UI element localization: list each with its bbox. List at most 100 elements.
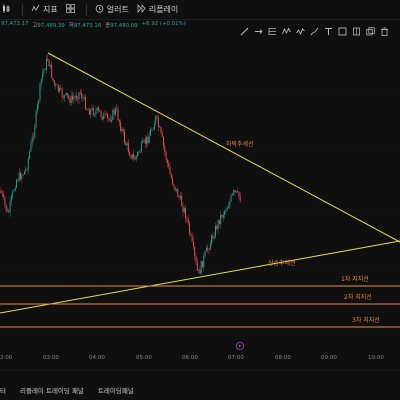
- toolbar-divider: [85, 3, 87, 16]
- candle-body: [212, 235, 214, 239]
- indicators-button[interactable]: 지표: [31, 4, 58, 16]
- candle-body: [172, 178, 174, 185]
- downtrend-line[interactable]: [47, 52, 400, 243]
- candle-type-button[interactable]: [2, 3, 14, 16]
- candle-body: [138, 152, 140, 153]
- candle-body: [200, 261, 202, 274]
- candle-body: [16, 179, 18, 188]
- candle-body: [65, 92, 67, 95]
- alert-button[interactable]: 얼러트: [95, 4, 129, 16]
- candle-body: [92, 108, 94, 116]
- ray-icon[interactable]: [253, 26, 264, 37]
- candle-body: [215, 226, 216, 238]
- frame-icon[interactable]: [337, 26, 348, 37]
- candle-body: [1, 193, 3, 195]
- candle-body: [179, 196, 181, 198]
- candle-body: [195, 255, 197, 263]
- candle-body: [190, 233, 192, 235]
- copy-icon[interactable]: [365, 26, 376, 37]
- candle-body: [30, 142, 32, 152]
- candle-body: [33, 136, 34, 138]
- note-icon[interactable]: [351, 26, 362, 37]
- candle-body: [87, 109, 89, 111]
- ohlc-close-key: 종: [105, 23, 111, 29]
- pattern-icon[interactable]: [281, 26, 292, 37]
- candle-body: [62, 97, 64, 99]
- candle-body: [135, 155, 137, 160]
- candle-body: [88, 110, 90, 115]
- support1-label[interactable]: 1차 지지선: [341, 275, 369, 283]
- downtrend-label[interactable]: 하락추세선: [226, 140, 254, 148]
- tab-partial[interactable]: 터: [0, 387, 6, 395]
- tab-trading-panel[interactable]: 트레이딩패널: [97, 387, 134, 395]
- candle-body: [125, 142, 127, 146]
- candle-body: [25, 169, 27, 172]
- candle-body: [107, 113, 109, 119]
- delete-icon[interactable]: [379, 26, 390, 37]
- candle-body: [151, 129, 153, 131]
- candle-body: [8, 210, 10, 213]
- layout-button[interactable]: [65, 3, 78, 16]
- ohlc-partial-value: 97,473.17: [1, 21, 29, 27]
- candle-body: [100, 111, 102, 117]
- candle-body: [113, 109, 115, 115]
- candle-body: [169, 166, 171, 175]
- candle-body: [0, 190, 2, 194]
- candle-body: [20, 172, 21, 180]
- candle-body: [173, 184, 175, 188]
- candle-body: [220, 215, 222, 224]
- brush-icon[interactable]: [309, 26, 320, 37]
- candle-body: [38, 100, 40, 104]
- replay-label: 리플레이: [148, 5, 179, 14]
- candle-body: [202, 261, 203, 268]
- candle-body: [77, 98, 79, 100]
- candle-body: [194, 247, 196, 256]
- candle-body: [14, 187, 16, 191]
- candle-body: [57, 84, 59, 92]
- indicators-label: 지표: [43, 5, 58, 14]
- time-tick: 10:00: [368, 355, 384, 361]
- candle-body: [109, 118, 111, 122]
- drawing-toolbar: [239, 26, 390, 37]
- replay-marker[interactable]: [235, 341, 244, 350]
- candle-body: [157, 117, 159, 127]
- candle-body: [117, 109, 119, 120]
- candle-body: [49, 64, 51, 67]
- candle-body: [159, 126, 161, 128]
- candle-body: [101, 116, 103, 120]
- uptrend-line[interactable]: [0, 240, 400, 314]
- text-icon[interactable]: [323, 26, 334, 37]
- candle-body: [150, 129, 151, 136]
- fib-icon[interactable]: [267, 26, 278, 37]
- support2-label[interactable]: 2차 지지선: [344, 293, 372, 301]
- candle-body: [133, 154, 135, 158]
- price-chart[interactable]: 하락추세선 상승추세선 1차 지지선 2차 지지선 3차 지지선 2:00 03…: [0, 32, 400, 372]
- candle-body: [86, 109, 88, 110]
- candle-body: [79, 92, 81, 94]
- candle-body: [27, 158, 29, 170]
- candle-body: [152, 129, 154, 131]
- path-icon[interactable]: [295, 26, 306, 37]
- candle-body: [35, 110, 37, 127]
- candle-body: [217, 220, 219, 229]
- replay-button[interactable]: 리플레이: [137, 3, 179, 16]
- tab-replay-trading-panel[interactable]: 리플레이 트레이딩 패널: [19, 387, 84, 395]
- replay-icon: [137, 3, 146, 16]
- candle-body: [207, 247, 209, 250]
- time-axis[interactable]: 2:00 03:00 04:00 05:00 06:00 07:00 08:00…: [0, 355, 384, 361]
- uptrend-label[interactable]: 상승추세선: [268, 259, 296, 267]
- candle-body: [56, 84, 58, 85]
- candle-body: [229, 201, 231, 207]
- candle-body: [155, 116, 157, 124]
- candle-body: [12, 191, 14, 197]
- candle-body: [64, 94, 66, 98]
- candlestick-series: [0, 54, 241, 275]
- candle-body: [36, 103, 38, 111]
- candle-body: [216, 226, 218, 229]
- support3-label[interactable]: 3차 지지선: [352, 316, 380, 324]
- candle-body: [114, 108, 116, 115]
- line-icon[interactable]: [239, 26, 250, 37]
- candle-body: [237, 191, 239, 193]
- candle-body: [116, 108, 118, 110]
- candle-body: [165, 151, 167, 160]
